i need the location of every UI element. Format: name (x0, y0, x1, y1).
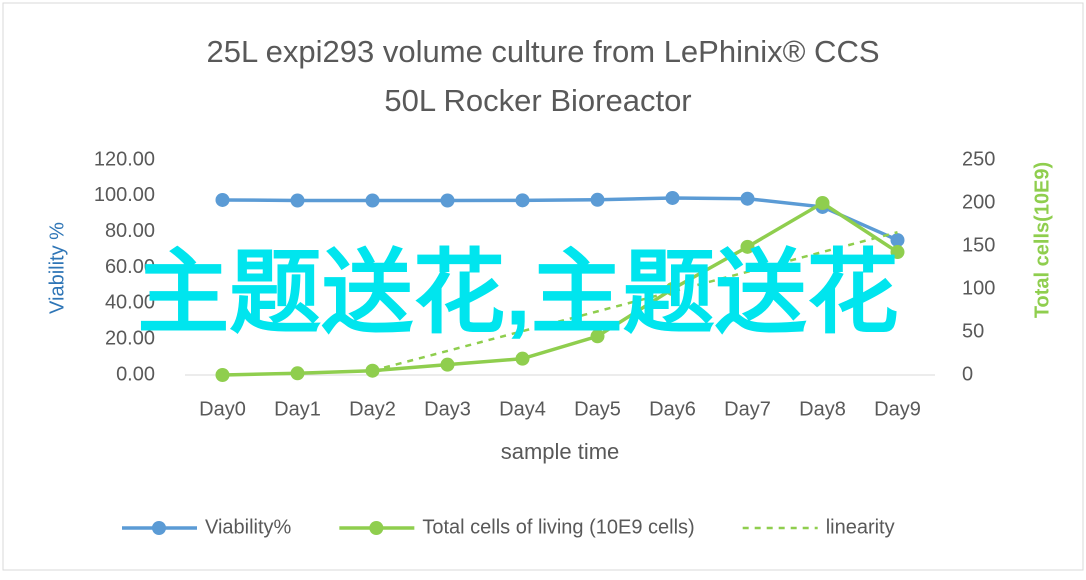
x-tick-label: Day4 (499, 398, 546, 420)
y2-tick-label: 50 (962, 320, 984, 342)
legend-label: Total cells of living (10E9 cells) (422, 516, 694, 538)
legend-marker (152, 521, 166, 535)
x-tick-label: Day1 (274, 398, 321, 420)
y2-tick-label: 100 (962, 277, 995, 299)
x-tick-label: Day7 (724, 398, 771, 420)
x-tick-label: Day6 (649, 398, 696, 420)
y-tick-label: 40.00 (105, 292, 155, 314)
y-axis-label: Viability % (46, 222, 68, 314)
legend-label: Viability% (205, 516, 292, 538)
y-tick-label: 120.00 (94, 148, 155, 170)
y-tick-label: 60.00 (105, 256, 155, 278)
y-tick-label: 0.00 (116, 363, 155, 385)
data-point (215, 368, 230, 382)
legend-item: linearity (742, 516, 895, 538)
legend-marker (369, 521, 384, 535)
data-point (590, 192, 605, 207)
series-line (222, 196, 899, 242)
series-line (222, 200, 899, 377)
data-point (890, 245, 905, 260)
data-point (590, 329, 605, 344)
legend-label: linearity (826, 516, 895, 538)
x-tick-label: Day9 (874, 398, 921, 420)
data-point (665, 282, 680, 296)
data-point (290, 193, 305, 208)
x-tick-label: Day8 (799, 398, 846, 420)
data-point (515, 193, 530, 208)
data-point (665, 190, 680, 205)
y2-tick-label: 200 (962, 191, 995, 213)
y2-axis-label: Total cells(10E9) (1031, 162, 1053, 318)
data-point (290, 366, 305, 381)
x-tick-label: Day2 (349, 398, 396, 420)
data-point (515, 351, 530, 366)
y2-tick-label: 150 (962, 234, 995, 256)
x-tick-label: Day0 (199, 398, 246, 420)
data-point (215, 192, 230, 207)
data-point (740, 239, 755, 254)
data-point (440, 193, 455, 208)
y-tick-label: 100.00 (94, 184, 155, 206)
data-point (365, 193, 380, 208)
x-axis-label: sample time (501, 439, 620, 464)
data-point (440, 357, 455, 372)
plot: 0.00 20.00 40.00 60.00 80.00 100.00 120.00 0 50 1… (94, 148, 996, 420)
watermark: 主题送花,主题送花 (137, 242, 899, 344)
x-tick-label: Day3 (424, 398, 471, 420)
legend-item: Viability% (122, 516, 292, 538)
legend-item: Total cells of living (10E9 cells) (339, 516, 695, 538)
data-point (740, 191, 755, 206)
chart-title: 25L expi293 volume culture from LePhinix… (206, 34, 879, 69)
chart-frame (2, 2, 1084, 571)
y-tick-label: 20.00 (105, 327, 155, 349)
chart-title: 50L Rocker Bioreactor (384, 83, 691, 118)
data-point (890, 233, 905, 248)
y-tick-label: 80.00 (105, 220, 155, 242)
y2-tick-label: 0 (962, 363, 973, 385)
x-tick-label: Day5 (574, 398, 621, 420)
y2-tick-label: 250 (962, 148, 995, 170)
data-point (815, 196, 830, 210)
